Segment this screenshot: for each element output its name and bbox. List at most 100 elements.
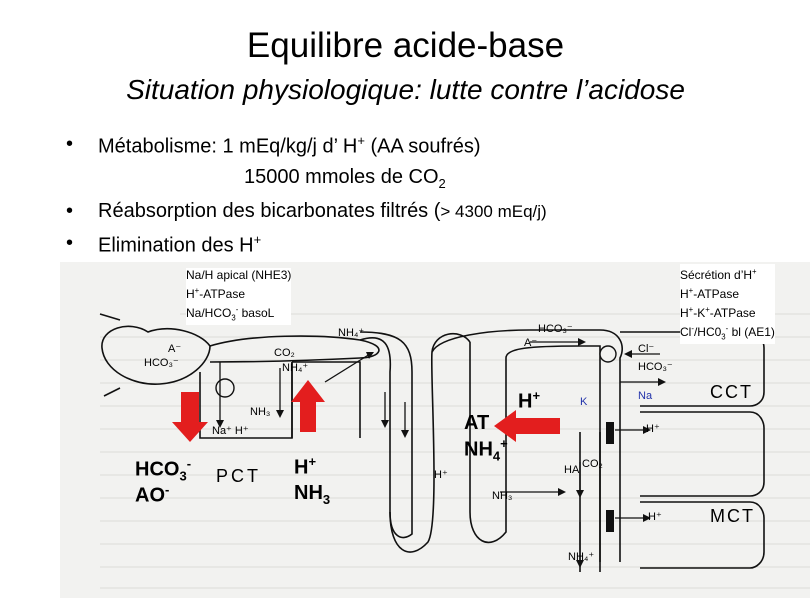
label-a-minus-left: A⁻: [168, 343, 182, 355]
label-h-cct: H⁺: [646, 423, 660, 435]
right-info-line3: H+-K+-ATPase: [680, 302, 775, 321]
annotation-right-h-a: H: [518, 390, 533, 413]
annotation-right-h: H+: [518, 388, 540, 414]
annotation-nh4-sup: +: [500, 436, 508, 451]
left-info-line3-sup: -: [235, 305, 239, 314]
bullet-elimination: Elimination des H+: [98, 232, 261, 258]
left-info-line2-sup: +: [194, 286, 200, 295]
label-co2-right: CO₂: [582, 458, 603, 470]
label-nh4-left: NH₄⁺: [282, 362, 309, 374]
bullet-co2-sub: 2: [438, 176, 446, 191]
cct-transporter-circle: [599, 345, 617, 363]
annotation-ao-a: AO: [135, 484, 165, 507]
label-a-minus-mid: A⁻: [524, 337, 538, 349]
label-cct: CCT: [710, 382, 753, 402]
right-info-line4-c: bl (AE1): [728, 325, 775, 339]
annotation-nh3-sub: 3: [322, 492, 331, 507]
left-info-line3-a: Na/HCO: [186, 306, 232, 320]
label-hco3-mid: HCO₃⁻: [538, 323, 573, 335]
annotation-right-h-sup: +: [532, 388, 541, 403]
left-info-line3: Na/HCO3- basoL: [186, 302, 291, 325]
label-na-h: Na⁺ H⁺: [212, 425, 249, 437]
bullet-marker-3: •: [66, 232, 74, 254]
left-info-line3-b: basoL: [238, 306, 275, 320]
right-info-line2-sup: +: [688, 286, 694, 295]
red-arrow-down: [172, 392, 208, 442]
cct-cell-box-2: [640, 411, 765, 497]
annotation-nh3-a: NH: [294, 482, 323, 504]
bullet-marker-2: •: [66, 200, 74, 222]
label-mct: MCT: [710, 506, 755, 526]
right-info-line3-a: H: [680, 306, 689, 320]
right-info-line1-sup: +: [752, 267, 757, 276]
distal-tubule: [431, 329, 624, 562]
bullet-reabsorption: Réabsorption des bicarbonates filtrés (>…: [98, 200, 547, 223]
label-hco3-right: HCO₃⁻: [638, 361, 673, 373]
pct-cell-right: [291, 361, 361, 438]
flow-arrows: [219, 341, 660, 562]
right-info-line4-sup: -: [691, 324, 694, 333]
label-pct: PCT: [216, 466, 261, 486]
red-arrow-left: [494, 410, 560, 442]
right-info-line2: H+-ATPase: [680, 283, 775, 302]
bullet-elimination-text: Elimination des H: [98, 234, 254, 257]
label-k: K: [580, 396, 588, 408]
bowman-capsule: [101, 325, 211, 385]
loop-of-henle: [389, 332, 471, 553]
descending-limb: [359, 331, 413, 539]
bullet-marker-1: •: [66, 133, 74, 155]
label-nh3-left: NH₃: [250, 406, 271, 418]
label-co2-left: CO₂: [274, 347, 295, 359]
slide-subtitle: Situation physiologique: lutte contre l’…: [126, 74, 685, 105]
background-text-lines: [100, 313, 810, 589]
label-nh3-collect: NH₃: [492, 490, 513, 502]
arrow-heads: [216, 338, 666, 568]
right-info-line4-sub: 3: [721, 332, 726, 342]
annotation-at: AT: [464, 412, 490, 434]
right-info-line3-sup1: +: [688, 305, 694, 314]
right-info-box: Sécrétion d’H+ H+-ATPase H+-K+-ATPase Cl…: [680, 264, 775, 345]
label-h-mct: H⁺: [648, 511, 662, 523]
annotation-nh4-sub: 4: [492, 448, 501, 464]
right-info-line3-b: -K: [693, 306, 706, 320]
slide-title: Equilibre acide-base: [246, 26, 565, 65]
label-ha: HA: [564, 464, 580, 476]
annotation-hco3-sub: 3: [179, 468, 187, 484]
annotation-hco3-sup: -: [186, 456, 192, 471]
annotation-nh3: NH3: [294, 482, 330, 507]
bullet-co2-text: 15000 mmoles de CO: [244, 166, 439, 188]
left-info-line1: Na/H apical (NHE3): [186, 268, 292, 282]
right-info-line1: Sécrétion d’H+: [680, 264, 775, 283]
left-info-box: Na/H apical (NHE3) H+-ATPase Na/HCO3- ba…: [186, 268, 292, 326]
annotation-hplus-a: H: [294, 456, 309, 479]
label-nh4-top: NH₄⁺: [338, 327, 365, 339]
annotation-ao: AO-: [135, 482, 169, 508]
label-hco3-left: HCO₃⁻: [144, 357, 179, 369]
bullet-metabolism-text-b: (AA soufrés): [364, 135, 481, 158]
annotation-ao-sup: -: [165, 482, 170, 497]
proximal-tubule-top: [209, 335, 380, 363]
left-info-line2-a: H: [186, 287, 195, 301]
annotation-nh4-a: NH: [464, 438, 493, 461]
hk-atpase-pump: [606, 422, 614, 444]
right-info-line4-sup2: -: [725, 324, 729, 333]
red-arrow-up: [291, 380, 325, 432]
nephron-tubules: [99, 313, 765, 572]
bullet-reabsorption-text-b: > 4300 mEq/j): [440, 202, 547, 221]
bullet-elimination-sup: +: [253, 232, 262, 247]
right-info-line4-a: Cl: [680, 325, 692, 339]
right-info-line3-sup2: +: [705, 305, 710, 314]
collecting-duct-inner: [469, 342, 601, 562]
label-na: Na: [638, 390, 653, 402]
left-info-line2-b: -ATPase: [199, 287, 246, 301]
left-info-line2: H+-ATPase: [186, 283, 291, 302]
right-info-line4: Cl-/HC03- bl (AE1): [680, 321, 775, 344]
bullet-metabolism-text-a: Métabolisme: 1 mEq/kg/j d’ H: [98, 135, 358, 158]
nephron-diagram: Na/H apical (NHE3) H+-ATPase Na/HCO3- ba…: [60, 262, 810, 598]
label-h-collect: H⁺: [434, 469, 448, 481]
h-atpase-pump: [606, 510, 614, 532]
right-info-line3-c: -ATPase: [709, 306, 756, 320]
annotation-hco3: HCO3-: [135, 456, 191, 484]
bullet-co2-line: 15000 mmoles de CO2: [244, 166, 446, 191]
right-info-line2-a: H: [680, 287, 689, 301]
